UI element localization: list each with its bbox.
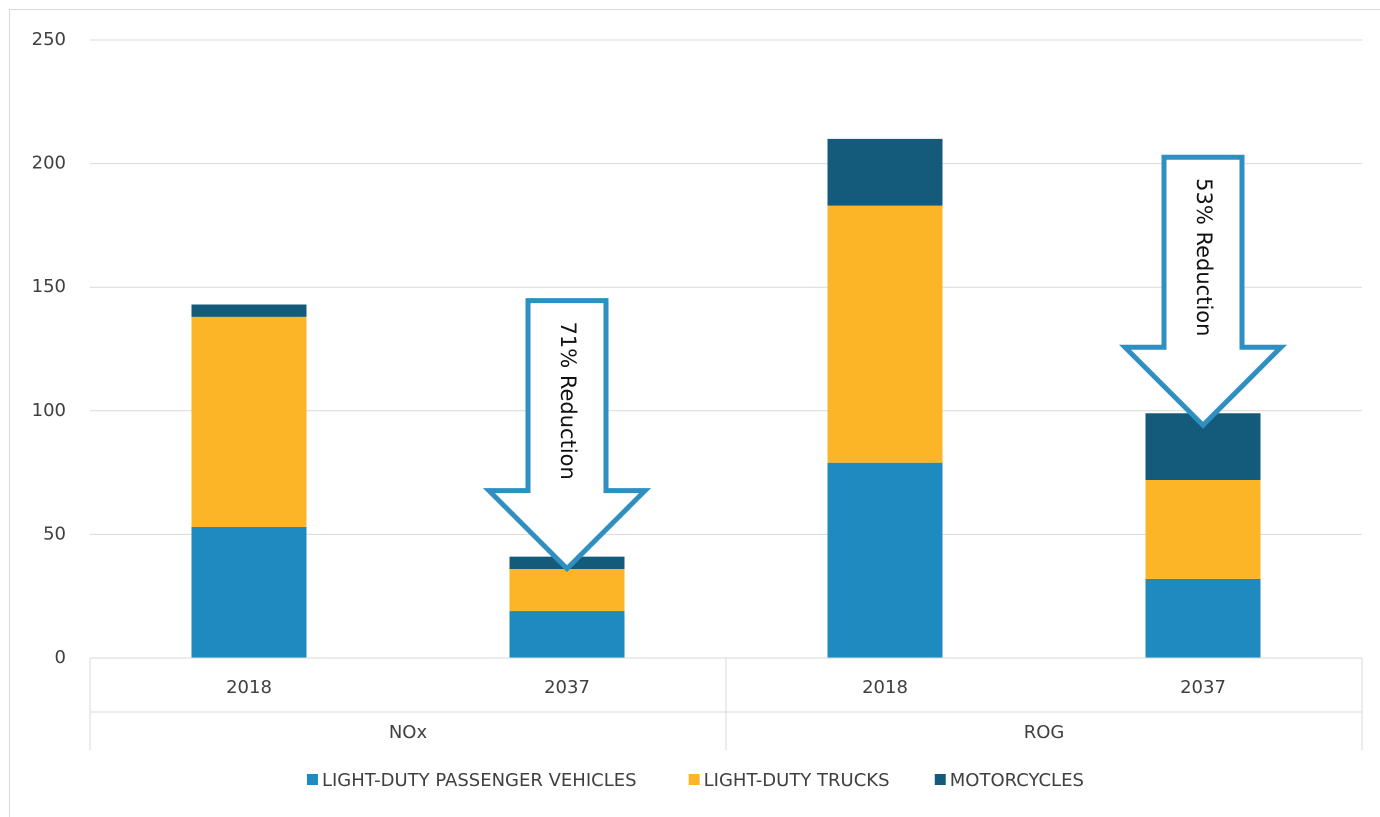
bar-segment <box>191 316 307 527</box>
bar-segment <box>827 138 943 206</box>
y-tick-label: 50 <box>43 523 66 544</box>
x-tick-label: 2037 <box>1180 677 1226 698</box>
group-label: ROG <box>1024 722 1065 743</box>
y-tick-label: 250 <box>32 29 66 50</box>
y-tick-label: 150 <box>32 276 66 297</box>
x-tick-label: 2037 <box>544 677 590 698</box>
y-tick-label: 0 <box>55 647 66 668</box>
legend-swatch <box>688 774 700 785</box>
bar-segment <box>827 205 943 463</box>
group-label: NOx <box>389 722 428 743</box>
legend-label: LIGHT-DUTY PASSENGER VEHICLES <box>322 770 637 791</box>
bar-segment <box>827 462 943 658</box>
bar-segment <box>1145 480 1261 579</box>
x-tick-label: 2018 <box>862 677 908 698</box>
bar-segment <box>191 526 307 658</box>
annotation: 71% Reduction <box>556 321 580 479</box>
chart-border <box>9 9 1380 817</box>
bar-segment <box>191 304 307 317</box>
legend-swatch <box>306 774 318 785</box>
x-tick-label: 2018 <box>226 677 272 698</box>
reduction-arrow <box>482 298 652 573</box>
y-tick-label: 100 <box>32 400 66 421</box>
legend-label: LIGHT-DUTY TRUCKS <box>704 770 890 791</box>
annotation: 53% Reduction <box>1192 178 1216 336</box>
legend-swatch <box>934 774 946 785</box>
bar-segment <box>1145 578 1261 658</box>
reduction-arrow <box>1118 154 1288 429</box>
bar-segment <box>509 569 625 612</box>
bar-segment <box>509 611 625 658</box>
y-tick-label: 200 <box>32 153 66 174</box>
legend-label: MOTORCYCLES <box>950 770 1084 791</box>
